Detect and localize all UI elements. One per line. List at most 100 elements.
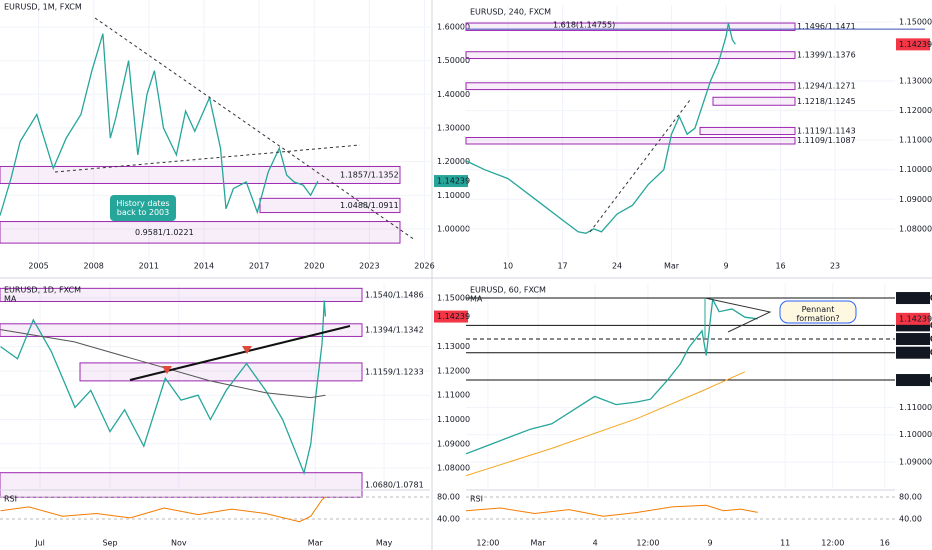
y-tick-label: 1.13000: [899, 77, 932, 86]
y-tick-label: 1.10000: [437, 415, 470, 424]
last-price-label: 1.14239: [899, 314, 932, 323]
level-tag: [896, 346, 930, 359]
zone: [0, 323, 363, 337]
rsi-line: [0, 496, 326, 523]
x-tick-label: 4: [593, 539, 598, 548]
x-tick-label: 2014: [194, 262, 214, 271]
zone-label: 1.1109/1.1087: [797, 136, 856, 145]
x-tick-label: 2008: [84, 262, 104, 271]
x-tick-label: 17: [557, 262, 567, 271]
y-tick-label: 1.10000: [899, 165, 932, 174]
zone-label: 1.1857/1.1352: [340, 170, 399, 179]
x-tick-label: 2005: [28, 262, 48, 271]
zone: [259, 197, 401, 214]
level-label: 1.14000: [899, 321, 932, 330]
zone: [712, 96, 796, 106]
zone-label: 1.1399/1.1376: [797, 51, 856, 60]
last-price-label: 1.14239: [899, 40, 932, 49]
zone-label: 0.9581/1.0221: [135, 228, 194, 237]
price-line: [0, 300, 327, 476]
y-tick-label: 1.15000: [437, 294, 470, 303]
x-tick-label: 12:00: [821, 539, 844, 548]
x-tick-label: 2011: [139, 262, 159, 271]
level-label: 1.12000: [899, 376, 932, 385]
last-price-tag: [896, 38, 930, 51]
zone: [0, 287, 363, 302]
x-tick-label: 2023: [359, 262, 379, 271]
trend-line: [589, 99, 691, 233]
x-tick-label: 23: [830, 262, 840, 271]
zone: [465, 51, 796, 60]
zone-label: 1.0680/1.0781: [365, 480, 424, 489]
y-tick-label: 1.11000: [437, 391, 470, 400]
x-tick-label: 24: [612, 262, 622, 271]
drawings: [54, 17, 772, 381]
rsi-tick-label: 40.00: [899, 514, 922, 523]
callout: History dates back to 2003: [116, 199, 170, 217]
arrow: [242, 346, 252, 354]
callout-box: [110, 195, 176, 221]
y-tick-label: 1.09000: [437, 439, 470, 448]
zone-label: 1.1159/1.1233: [365, 367, 424, 376]
trend-line: [94, 17, 416, 241]
last-price-label: 1.14239: [437, 177, 470, 186]
y-tick-label: 1.15000: [899, 17, 932, 26]
series-name: MA: [470, 295, 483, 304]
y-tick-label: 1.50000: [437, 56, 470, 65]
y-tick-label: 1.08000: [437, 464, 470, 473]
rsi-tick-label: 80.00: [437, 493, 460, 502]
x-tick-label: 12:00: [636, 539, 659, 548]
fib-label: 1.618(1.14755): [553, 21, 615, 30]
callout-text: Pennant formation?: [796, 305, 840, 323]
x-tick-label: Jul: [34, 539, 45, 548]
last-price-tag: [434, 310, 468, 323]
x-tick-label: Mar: [308, 539, 324, 548]
zone-label: 1.1540/1.1486: [365, 290, 424, 299]
y-tick-label: 1.40000: [437, 90, 470, 99]
callout-box: [779, 300, 857, 324]
x-tick-label: 10: [503, 262, 513, 271]
callout-text: History dates back to 2003: [116, 199, 170, 217]
rsi-label: RSI: [470, 495, 483, 504]
x-tick-label: Sep: [102, 539, 117, 548]
level-label: 1.13500: [899, 335, 932, 344]
rsi-label: RSI: [4, 495, 17, 504]
zone: [0, 472, 363, 498]
x-tick-label: 11: [780, 539, 790, 548]
zone-label: 1.1496/1.1471: [797, 22, 856, 31]
y-tick-label: 1.09000: [899, 458, 932, 467]
zone: [0, 221, 401, 244]
zone: [465, 22, 796, 31]
zone-label: 1.1119/1.1143: [797, 126, 856, 135]
y-tick-label: 1.11000: [899, 136, 932, 145]
price-line: [0, 329, 326, 399]
last-price-tag: [434, 175, 468, 188]
y-tick-label: 1.20000: [437, 157, 470, 166]
chart-title: EURUSD, 1M, FXCM: [4, 3, 82, 12]
price-line: [466, 371, 746, 477]
last-price-label: 1.14239: [437, 312, 470, 321]
x-tick-label: 2026: [414, 262, 434, 271]
zone: [465, 136, 796, 145]
x-tick-label: 12:00: [476, 539, 499, 548]
last-price-tag: [896, 312, 930, 325]
zone: [0, 165, 401, 184]
level-label: 1.13000: [899, 348, 932, 357]
y-tick-label: 1.10000: [899, 430, 932, 439]
zone-label: 1.0488/1.0911: [340, 201, 399, 210]
rsi-tick-label: 40.00: [437, 514, 460, 523]
y-tick-label: 1.00000: [437, 224, 470, 233]
chart-title: EURUSD, 1D, FXCM: [4, 286, 81, 295]
arrow: [162, 366, 172, 374]
level-tag: [896, 374, 930, 387]
price-line: [466, 23, 736, 234]
y-tick-label: 1.13000: [437, 342, 470, 351]
level-tag: [896, 292, 930, 305]
x-tick-label: 9: [724, 262, 729, 271]
zone-label: 1.1294/1.1271: [797, 82, 856, 91]
series-name: MA: [4, 295, 17, 304]
x-tick-label: May: [376, 539, 393, 548]
zone: [699, 126, 796, 136]
